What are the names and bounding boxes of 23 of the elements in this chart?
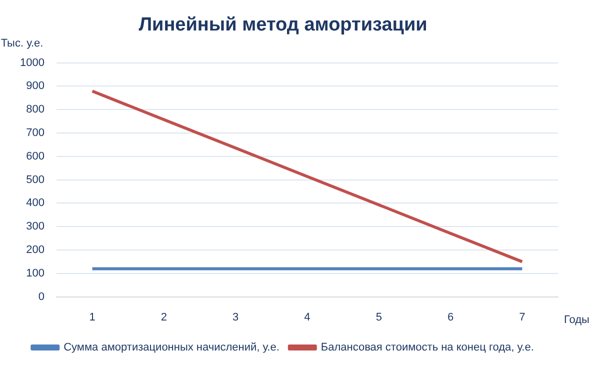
x-tick-label: 1 [89,311,96,324]
x-tick-label: 4 [304,311,310,324]
y-tick-label: 0 [38,290,44,303]
x-tick-label: 7 [519,311,526,324]
y-axis-title: Тыс. у.е. [0,37,44,50]
legend-label: Балансовая стоимость на конец года, у.е. [320,342,534,354]
y-tick-label: 100 [26,267,44,280]
y-tick-label: 700 [26,127,44,140]
y-tick-label: 800 [26,104,44,116]
x-tick-label: 6 [447,311,454,324]
chart-title: Линейный метод амортизации [138,14,428,36]
y-tick-label: 300 [26,220,44,233]
y-tick-label: 600 [26,150,44,162]
y-tick-label: 900 [26,80,44,92]
x-tick-label: 5 [376,311,382,324]
y-tick-label: 500 [26,174,44,186]
x-axis-title: Годы [564,314,590,326]
y-tick-label: 200 [26,244,44,256]
y-tick-label: 400 [26,197,44,210]
x-tick-label: 2 [160,311,168,324]
legend-label: Сумма амортизационных начислений, у.е. [64,342,280,354]
x-tick-label: 3 [232,311,239,324]
y-tick-label: 1000 [20,56,44,69]
